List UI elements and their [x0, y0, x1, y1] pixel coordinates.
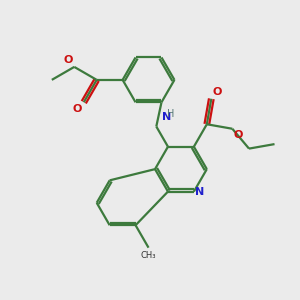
Text: O: O — [213, 87, 222, 97]
Text: O: O — [63, 56, 73, 65]
Text: O: O — [234, 130, 243, 140]
Text: N: N — [162, 112, 171, 122]
Text: H: H — [167, 109, 174, 119]
Text: O: O — [73, 104, 82, 114]
Text: N: N — [195, 187, 204, 196]
Text: CH₃: CH₃ — [141, 250, 156, 260]
